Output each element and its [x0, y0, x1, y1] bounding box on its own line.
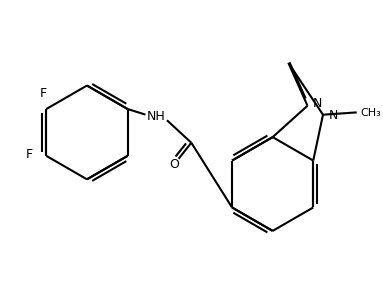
Text: F: F — [40, 87, 47, 100]
Text: N: N — [313, 97, 322, 110]
Text: N: N — [329, 109, 338, 122]
Text: CH₃: CH₃ — [360, 108, 381, 118]
Text: NH: NH — [146, 110, 165, 123]
Text: O: O — [169, 158, 179, 171]
Text: F: F — [26, 149, 33, 161]
